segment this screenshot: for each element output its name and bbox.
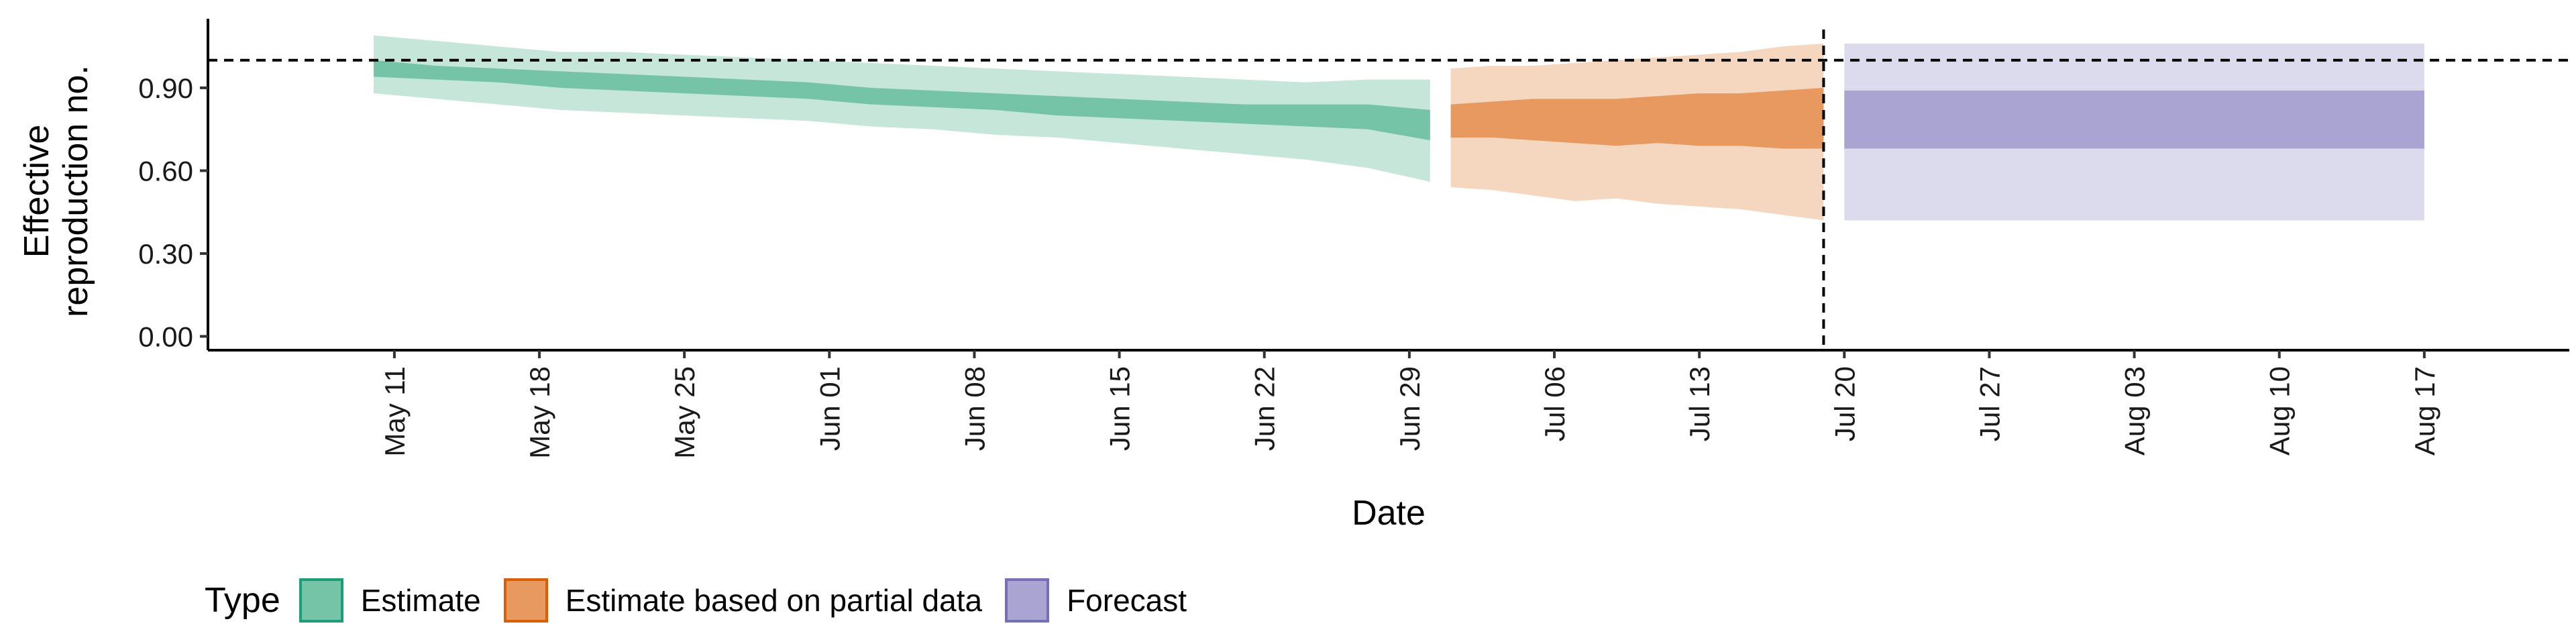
y-axis-title: Effectivereproduction no. (17, 65, 95, 317)
estimate-based-on-partial-data-band-50 (1450, 87, 1824, 149)
axes (207, 19, 2569, 352)
legend-label-estimate-based-on-partial-data: Estimate based on partial data (565, 583, 983, 618)
x-tick-label: Aug 03 (2119, 366, 2151, 455)
forecast-band-50 (1844, 91, 2424, 149)
legend-label-estimate: Estimate (360, 583, 481, 618)
estimate-band-50 (374, 60, 1430, 141)
x-tick-label: Aug 17 (2409, 366, 2440, 455)
x-tick-label: Jun 15 (1104, 366, 1136, 451)
x-tick-label: Jul 27 (1974, 366, 2005, 441)
y-axis-title-line: Effective (17, 125, 56, 258)
x-axis-ticks: May 11 May 18 May 25 Jun 01 Jun 08 Jun 15 Jun … (379, 350, 2440, 459)
legend-item-forecast: Forecast (1005, 578, 1187, 623)
x-tick-label: May 25 (669, 366, 700, 459)
x-axis-title: Date (1352, 494, 1426, 533)
estimate-band-90 (374, 35, 1430, 182)
legend: Type Estimate Estimate based on partial d… (205, 578, 1210, 623)
y-axis-ticks: 0.00 0.30 0.60 0.90 (138, 72, 208, 352)
x-tick-label: Jul 20 (1829, 366, 1860, 441)
y-tick-label: 0.60 (138, 155, 193, 186)
legend-label-forecast: Forecast (1067, 583, 1187, 618)
y-axis-title-line: reproduction no. (56, 65, 95, 317)
y-tick-label: 0.00 (138, 321, 193, 352)
x-tick-label: Jun 08 (959, 366, 990, 451)
y-tick-label: 0.30 (138, 238, 193, 270)
legend-key-estimate (299, 578, 343, 623)
x-tick-label: Jul 06 (1539, 366, 1570, 441)
x-tick-label: May 18 (524, 366, 555, 459)
legend-key-estimate-based-on-partial-data (503, 578, 548, 623)
x-tick-label: Jun 01 (814, 366, 845, 451)
legend-item-estimate-based-on-partial-data: Estimate based on partial data (503, 578, 983, 623)
x-tick-label: Jun 29 (1394, 366, 1426, 451)
legend-key-forecast (1005, 578, 1050, 623)
x-tick-label: Jun 22 (1249, 366, 1281, 451)
legend-item-estimate: Estimate (299, 578, 481, 623)
x-tick-label: May 11 (379, 366, 411, 457)
x-tick-label: Jul 13 (1684, 366, 1715, 441)
legend-items: Estimate Estimate based on partial data Fo… (299, 578, 1210, 623)
y-tick-label: 0.90 (138, 72, 193, 104)
chart-bands (374, 35, 2424, 221)
legend-title: Type (205, 581, 280, 620)
reference-lines (208, 30, 2569, 350)
x-tick-label: Aug 10 (2264, 366, 2296, 455)
